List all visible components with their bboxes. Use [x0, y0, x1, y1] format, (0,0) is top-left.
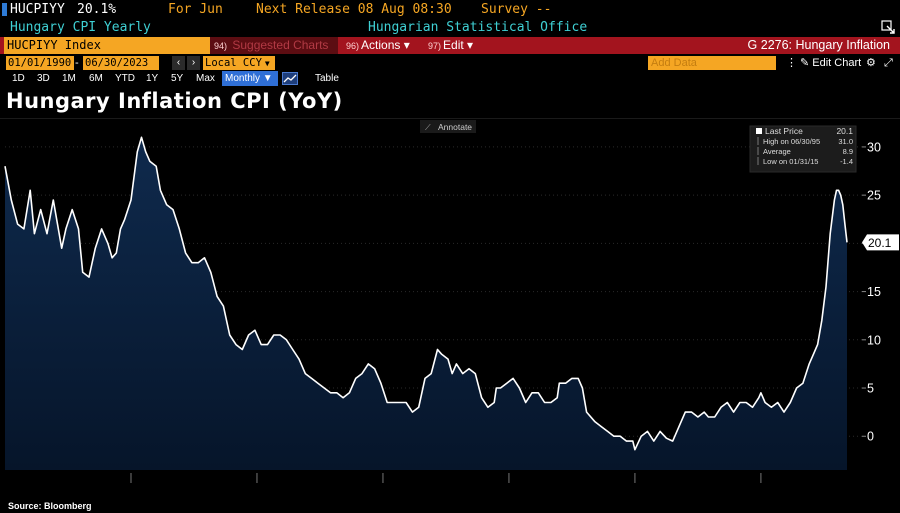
add-data-input[interactable]: Add Data — [648, 56, 776, 70]
start-date-input[interactable]: 01/01/1990 — [6, 56, 74, 70]
chevron-down-icon: ▾ — [403, 38, 410, 52]
legend-label: High on 06/30/95 — [763, 137, 820, 146]
table-button[interactable]: Table — [315, 73, 339, 84]
survey: Survey -- — [481, 2, 552, 17]
date-separator: - — [75, 57, 79, 69]
last-value: 20.1% — [77, 2, 117, 17]
period-max[interactable]: Max — [196, 73, 215, 84]
legend-swatch — [756, 128, 762, 134]
y-tick-label: 5 — [867, 382, 874, 396]
ticker[interactable]: HUCPIYY — [10, 2, 65, 17]
period-6m[interactable]: 6M — [89, 73, 103, 84]
expand-icon[interactable] — [881, 20, 896, 35]
legend-value: 31.0 — [838, 137, 853, 146]
edit-label: Edit — [443, 38, 464, 52]
currency-select[interactable]: Local CCY ▼ — [203, 56, 275, 70]
actions-menu[interactable]: 96) Actions ▾ — [346, 37, 410, 54]
source-agency: Hungarian Statistical Office — [368, 20, 588, 35]
description-row: Hungary CPI Yearly Hungarian Statistical… — [0, 18, 900, 37]
edit-num: 97) — [428, 41, 442, 51]
actions-label: Actions — [361, 38, 401, 52]
pencil-icon: ⟋ — [425, 123, 431, 132]
command-bar: HUCPIYY Index 94) Suggested Charts 96) Ac… — [0, 37, 900, 54]
period-1y[interactable]: 1Y — [146, 73, 159, 84]
line-chart-icon[interactable] — [282, 72, 298, 85]
security-marker — [2, 3, 7, 16]
end-date-input[interactable]: 06/30/2023 — [83, 56, 159, 70]
last-value-label: 20.1 — [868, 236, 892, 250]
period-ytd[interactable]: YTD — [115, 73, 135, 84]
actions-num: 96) — [346, 41, 360, 51]
currency-label: Local CCY — [205, 57, 262, 69]
annotate-label: Annotate — [438, 122, 472, 132]
y-tick-label: 0 — [867, 430, 874, 444]
gear-icon[interactable]: ⚙ — [866, 57, 876, 69]
pencil-icon: ✎ — [800, 57, 810, 69]
legend-label: Average — [763, 147, 791, 156]
legend-value: -1.4 — [840, 157, 853, 166]
suggested-num: 94) — [214, 41, 228, 51]
edit-chart-button[interactable]: ✎ Edit Chart — [800, 56, 861, 70]
annotate-button[interactable]: ⟋ Annotate — [420, 120, 476, 133]
prev-period-button[interactable]: ‹ — [172, 56, 185, 70]
last-value-tag: 20.1 — [862, 234, 899, 251]
x-axis: 1992-19941995-19992000-20042005-20092010… — [130, 473, 762, 483]
frequency-label: Monthly — [225, 73, 261, 84]
series-area — [5, 137, 847, 471]
series-line — [4, 136, 848, 451]
legend: Last Price 20.1 High on 06/30/95 31.0 Averag… — [749, 125, 857, 173]
legend-value: 20.1 — [836, 126, 853, 136]
graph-title: G 2276: Hungary Inflation — [747, 38, 890, 52]
security-description: Hungary CPI Yearly — [10, 20, 151, 35]
security-header: HUCPIYY 20.1% For Jun Next Release 08 Au… — [0, 0, 900, 19]
legend-label: Low on 01/31/15 — [763, 157, 818, 166]
edit-chart-label: Edit Chart — [812, 57, 862, 69]
security-field[interactable]: HUCPIYY Index — [4, 37, 210, 54]
period-bar: 1D 3D 1M 6M YTD 1Y 5Y Max Monthly ▼ Tabl… — [0, 71, 900, 86]
y-axis: 051015202530 — [862, 140, 881, 444]
for-period: For Jun — [168, 2, 223, 17]
y-tick-label: 15 — [867, 285, 881, 299]
expand-arrows-icon[interactable]: ⤢ — [884, 57, 893, 69]
y-tick-label: 10 — [867, 333, 881, 347]
chevron-down-icon: ▾ — [467, 38, 474, 52]
period-1d[interactable]: 1D — [12, 73, 25, 84]
suggested-charts-button[interactable]: 94) Suggested Charts — [210, 37, 338, 54]
y-tick-label: 30 — [867, 140, 881, 154]
legend-label: Last Price — [765, 126, 803, 136]
suggested-label: Suggested Charts — [232, 38, 329, 52]
frequency-select[interactable]: Monthly ▼ — [222, 71, 278, 86]
edit-menu[interactable]: 97) Edit ▾ — [428, 37, 473, 54]
source-label: Source: Bloomberg — [8, 501, 92, 511]
next-release: Next Release 08 Aug 08:30 — [256, 2, 452, 17]
next-period-button[interactable]: › — [187, 56, 200, 70]
chart-title: Hungary Inflation CPI (YoY) — [6, 89, 343, 113]
period-3d[interactable]: 3D — [37, 73, 50, 84]
chevron-down-icon: ▼ — [264, 59, 270, 68]
date-controls: 01/01/1990 - 06/30/2023 ‹ › Local CCY ▼ A… — [0, 56, 900, 70]
period-1m[interactable]: 1M — [62, 73, 76, 84]
chevron-down-icon: ▼ — [262, 73, 273, 84]
chart: 051015202530 1992-19941995-19992000-2004… — [0, 118, 900, 483]
legend-value: 8.9 — [843, 147, 853, 156]
more-options-icon[interactable]: ⋮ — [786, 57, 797, 69]
period-5y[interactable]: 5Y — [171, 73, 184, 84]
y-tick-label: 25 — [867, 189, 881, 203]
